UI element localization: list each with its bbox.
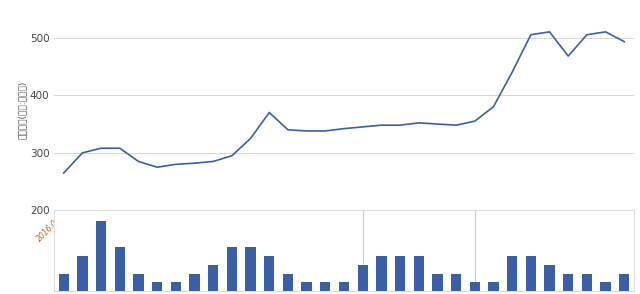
Bar — [59, 273, 69, 291]
Bar — [488, 282, 499, 291]
Bar — [133, 273, 143, 291]
Bar — [563, 273, 573, 291]
Bar — [171, 282, 181, 291]
Bar — [115, 247, 125, 291]
Bar — [246, 247, 256, 291]
Bar — [301, 282, 312, 291]
Bar — [545, 265, 555, 291]
Bar — [283, 273, 293, 291]
Bar — [600, 282, 611, 291]
Bar — [96, 221, 106, 291]
Bar — [376, 256, 387, 291]
Bar — [77, 256, 88, 291]
Bar — [339, 282, 349, 291]
Bar — [189, 273, 200, 291]
Bar — [208, 265, 218, 291]
Y-axis label: 거래금액(단위:백만원): 거래금액(단위:백만원) — [18, 81, 27, 139]
Bar — [264, 256, 275, 291]
Bar — [507, 256, 517, 291]
Bar — [451, 273, 461, 291]
Bar — [470, 282, 480, 291]
Bar — [358, 265, 368, 291]
Bar — [320, 282, 330, 291]
Bar — [395, 256, 405, 291]
Bar — [525, 256, 536, 291]
Bar — [582, 273, 592, 291]
Bar — [227, 247, 237, 291]
Bar — [152, 282, 163, 291]
Bar — [413, 256, 424, 291]
Bar — [619, 273, 629, 291]
Bar — [432, 273, 442, 291]
